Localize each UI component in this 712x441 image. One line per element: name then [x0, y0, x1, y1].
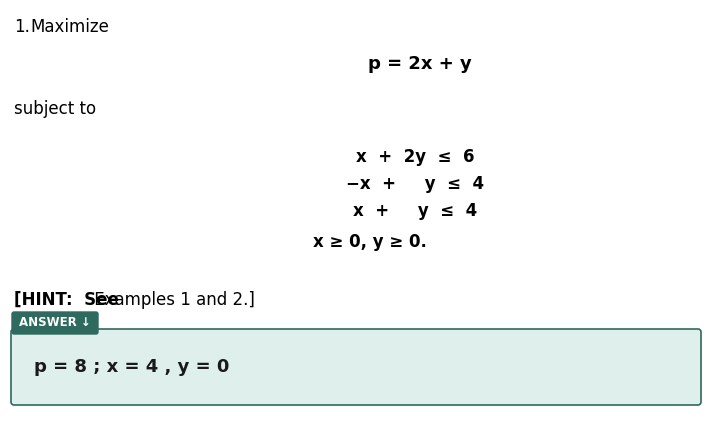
Text: Maximize: Maximize	[30, 18, 109, 36]
Text: subject to: subject to	[14, 100, 96, 118]
Text: ANSWER ↓: ANSWER ↓	[19, 317, 91, 329]
FancyBboxPatch shape	[11, 329, 701, 405]
FancyBboxPatch shape	[12, 312, 98, 334]
Text: x  +  2y  ≤  6: x + 2y ≤ 6	[356, 148, 474, 166]
Text: p = 2x + y: p = 2x + y	[368, 55, 472, 73]
Text: [HINT:  See: [HINT: See	[14, 291, 119, 309]
Text: 1.: 1.	[14, 18, 30, 36]
Text: −x  +     y  ≤  4: −x + y ≤ 4	[346, 175, 484, 193]
Text: p = 8 ; x = 4 , y = 0: p = 8 ; x = 4 , y = 0	[34, 358, 229, 376]
Text: Examples 1 and 2.]: Examples 1 and 2.]	[89, 291, 255, 309]
Text: x  +     y  ≤  4: x + y ≤ 4	[353, 202, 477, 220]
Text: x ≥ 0, y ≥ 0.: x ≥ 0, y ≥ 0.	[313, 233, 427, 251]
